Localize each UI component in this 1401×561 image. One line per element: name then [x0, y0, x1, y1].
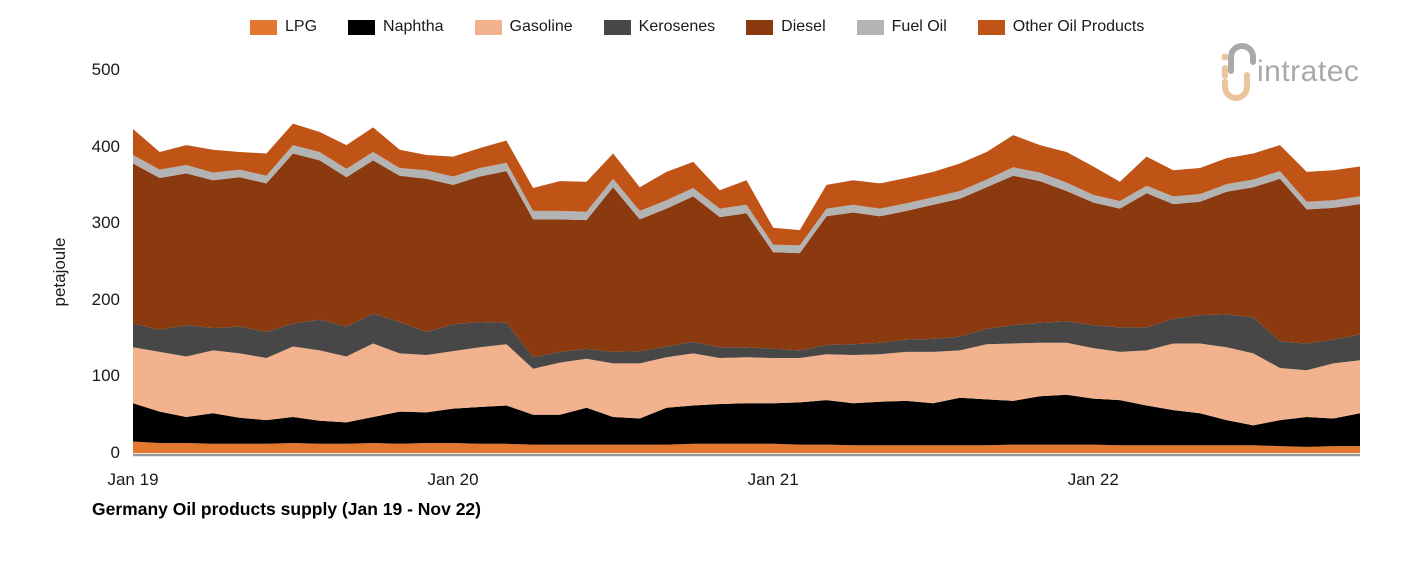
y-tick-label-500: 500: [91, 60, 120, 79]
y-tick-label-200: 200: [91, 289, 120, 309]
chart-legend: LPG Naphtha Gasoline Kerosenes Diesel Fuel Oi…: [250, 18, 1144, 36]
area-other-oil-products: [133, 123, 1360, 246]
legend-label: Gasoline: [509, 18, 573, 35]
x-tick-label-jan-21: Jan 21: [747, 470, 799, 489]
legend-swatch: [746, 19, 774, 35]
y-tick-label-400: 400: [91, 136, 120, 156]
x-tick-label-jan-22: Jan 22: [1067, 470, 1119, 489]
legend-label: Fuel Oil: [891, 18, 947, 35]
legend-item-gasoline: Gasoline: [474, 18, 573, 36]
logo-text: intratec: [1257, 55, 1360, 88]
area-lpg: [133, 441, 1360, 453]
y-tick-label-100: 100: [91, 366, 120, 386]
legend-item-diesel: Diesel: [746, 18, 826, 36]
legend-item-other-oil-products: Other Oil Products: [977, 18, 1145, 36]
area-naphtha: [133, 394, 1360, 447]
legend-label: Naphtha: [383, 18, 444, 35]
legend-label: Kerosenes: [638, 18, 716, 35]
x-tick-label-jan-19: Jan 19: [107, 470, 159, 489]
legend-label: Other Oil Products: [1012, 18, 1145, 35]
legend-swatch: [603, 19, 631, 35]
y-tick-label-300: 300: [91, 213, 120, 233]
legend-swatch: [474, 19, 502, 35]
area-diesel: [133, 153, 1360, 358]
legend-label: LPG: [285, 18, 318, 35]
area-kerosenes: [133, 313, 1360, 371]
legend-item-fuel-oil: Fuel Oil: [856, 18, 947, 36]
area-gasoline: [133, 342, 1360, 426]
legend-item-naphtha: Naphtha: [348, 18, 444, 36]
intratec-logo: intratec: [1213, 41, 1359, 103]
legend-item-lpg: LPG: [250, 18, 317, 36]
y-tick-label-0: 0: [110, 443, 120, 462]
x-tick-label-jan-20: Jan 20: [427, 470, 479, 489]
intratec-logo-icon: [1221, 42, 1256, 102]
legend-swatch: [856, 19, 884, 35]
legend-swatch: [348, 19, 376, 35]
legend-swatch: [977, 19, 1005, 35]
legend-item-kerosenes: Kerosenes: [603, 18, 716, 36]
legend-swatch: [250, 19, 277, 35]
legend-label: Diesel: [781, 18, 826, 35]
chart-title: Germany Oil products supply (Jan 19 - No…: [92, 499, 481, 519]
